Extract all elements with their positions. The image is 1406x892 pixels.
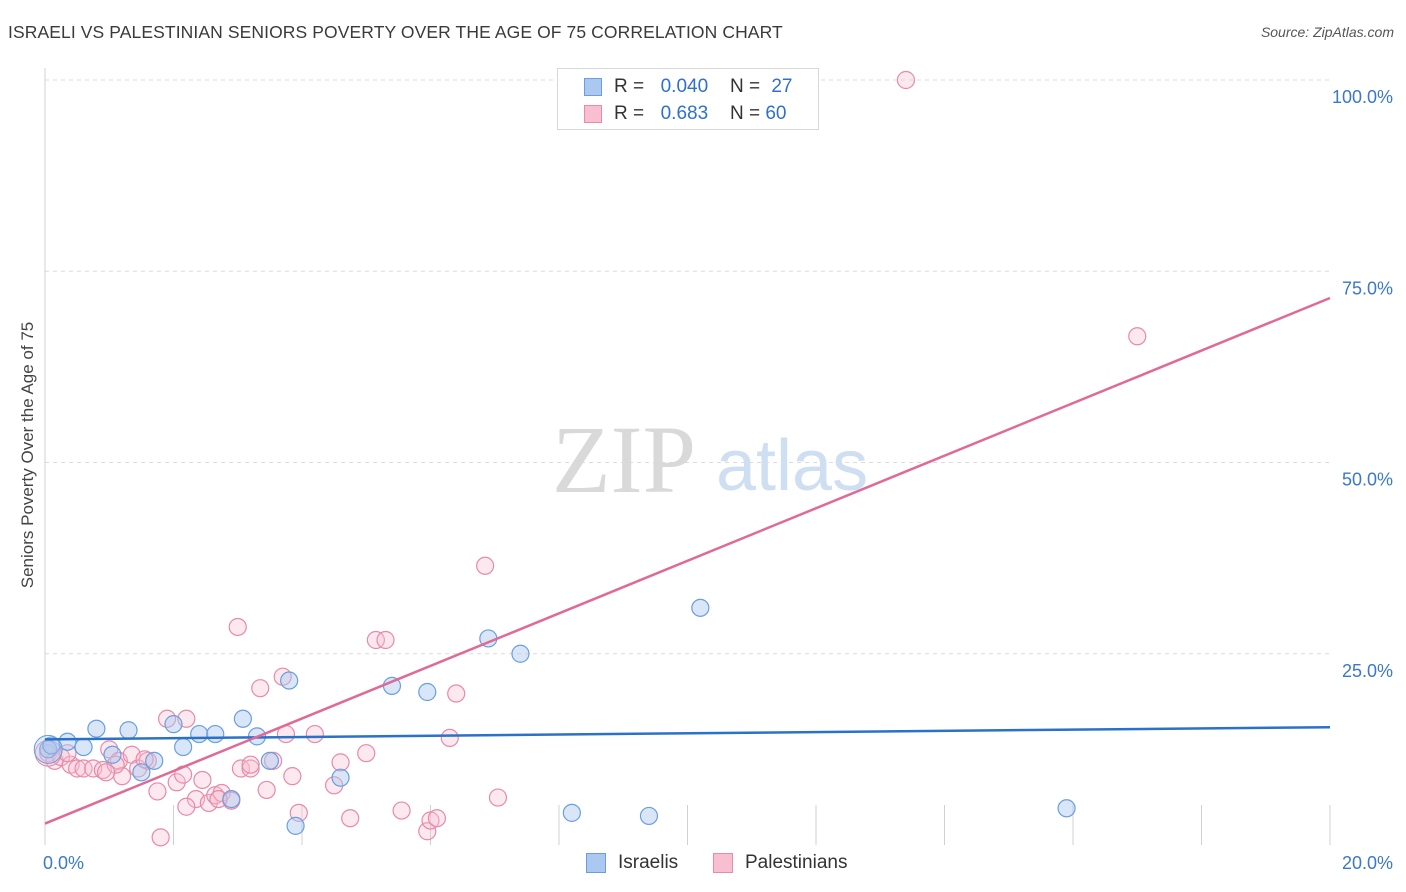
israelis-trend-line (44, 725, 1331, 741)
y-tick-label: 100.0% (1332, 87, 1393, 107)
r-label: R = (614, 76, 645, 97)
watermark-atlas: atlas (716, 426, 868, 506)
palestinians-point (305, 724, 324, 744)
n-value: 60 (765, 103, 787, 124)
legend-item-palestinians[interactable]: Palestinians (713, 852, 847, 874)
legend-swatch-palestinians (713, 853, 733, 873)
palestinians-point (392, 801, 411, 820)
israelis-point (222, 789, 241, 809)
israelis-point (1057, 799, 1076, 818)
israelis-point (639, 806, 659, 826)
chart-title: ISRAELI VS PALESTINIAN SENIORS POVERTY O… (8, 22, 783, 42)
palestinians-point (476, 556, 495, 575)
legend-swatch-israelis (586, 853, 606, 873)
stats-legend: R = 0.040 N = 27 R = 0.683 N = 60 (557, 68, 819, 130)
y-tick-label: 50.0% (1342, 470, 1393, 490)
legend-label-israelis: Israelis (618, 852, 679, 873)
israelis-points (33, 598, 1076, 835)
israelis-point (233, 709, 252, 728)
palestinians-point (376, 630, 395, 650)
palestinians-point (241, 759, 260, 778)
palestinians-point (440, 728, 459, 748)
palestinians-point (331, 753, 350, 772)
israelis-point (164, 715, 183, 734)
palestinians-point (148, 782, 167, 801)
israelis-point (119, 721, 138, 740)
palestinians-point (241, 755, 260, 774)
n-label: N = (729, 103, 761, 124)
israelis-point (280, 671, 299, 690)
palestinians-point (74, 759, 93, 778)
palestinians-trend-line (44, 296, 1331, 825)
palestinians-point (896, 70, 916, 90)
israelis-point (103, 745, 122, 764)
palestinians-point (341, 809, 360, 828)
israelis-point (511, 644, 530, 663)
legend-item-israelis[interactable]: Israelis (586, 852, 678, 874)
palestinians-point (68, 759, 87, 778)
palestinians-point (366, 630, 385, 650)
palestinians-point (106, 755, 125, 774)
x-tick-label: 0.0% (43, 853, 84, 873)
israelis-cluster-point (33, 734, 63, 764)
israelis-point (206, 724, 225, 744)
source-label: Source: ZipAtlas.com (1260, 24, 1394, 40)
israelis-point (132, 763, 151, 782)
tick-labels: 25.0% 50.0% 75.0% 100.0% 0.0% 20.0% (43, 87, 1393, 873)
israelis-point (562, 803, 581, 822)
palestinians-point (257, 780, 276, 800)
legend-row-palestinians: R = 0.683 N = 60 (584, 102, 786, 126)
palestinians-point (447, 684, 466, 703)
palestinians-point (96, 763, 116, 782)
y-tick-label: 75.0% (1342, 278, 1393, 298)
r-value: 0.040 (660, 76, 709, 97)
n-label: N = (729, 76, 761, 97)
palestinians-point (1128, 327, 1147, 346)
israelis-point (190, 724, 209, 744)
palestinians-point (228, 617, 247, 637)
palestinians-point (209, 789, 228, 809)
n-value: 27 (771, 76, 793, 97)
israelis-point (331, 768, 350, 787)
r-value: 0.683 (660, 103, 709, 124)
palestinians-points (34, 70, 1147, 847)
israelis-point (691, 598, 710, 617)
palestinians-point (193, 770, 212, 790)
israelis-point (174, 737, 193, 757)
palestinians-point (151, 828, 170, 847)
palestinians-point (418, 822, 437, 841)
israelis-point (260, 751, 279, 770)
israelis-point (145, 751, 164, 770)
israelis-point (74, 737, 93, 757)
israelis-point (87, 719, 106, 738)
israelis-point (58, 732, 77, 751)
israelis-point (418, 682, 437, 702)
y-tick-label: 25.0% (1342, 661, 1393, 681)
palestinians-point (357, 744, 376, 763)
palestinians-point (251, 679, 270, 698)
palestinians-point (427, 809, 447, 828)
legend-label-palestinians: Palestinians (745, 852, 848, 873)
trend-lines (44, 296, 1331, 825)
legend-swatch-israelis (584, 78, 602, 96)
axis-ticks (44, 805, 1331, 845)
israelis-point (286, 816, 305, 835)
legend-swatch-palestinians (584, 105, 602, 123)
legend-row-israelis: R = 0.040 N = 27 (584, 75, 792, 99)
palestinians-point (177, 797, 196, 816)
palestinians-point (283, 767, 302, 786)
x-tick-label: 20.0% (1342, 853, 1393, 873)
palestinians-point (231, 759, 251, 778)
watermark-zip: ZIP (552, 406, 696, 513)
r-label: R = (614, 103, 645, 124)
palestinians-point (488, 788, 508, 807)
